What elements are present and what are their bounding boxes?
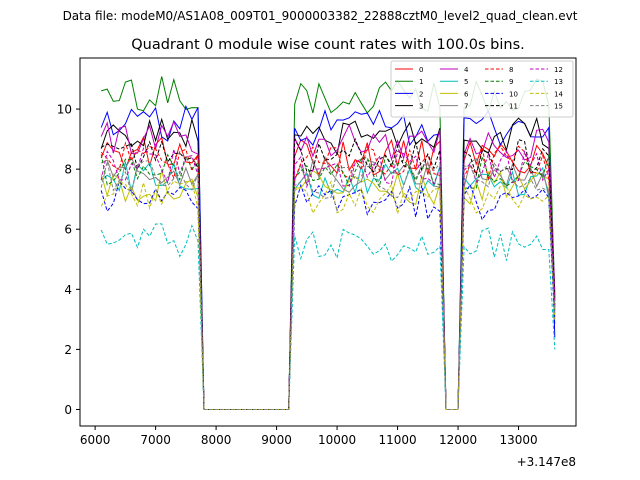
series-line-8	[100, 141, 556, 410]
x-tick-label: 9000	[261, 433, 292, 447]
legend-label-12: 12	[554, 66, 563, 74]
series-line-4	[100, 120, 556, 410]
x-tick-label: 10000	[318, 433, 356, 447]
legend-label-8: 8	[509, 66, 513, 74]
legend-label-15: 15	[554, 103, 563, 111]
series-line-10	[100, 180, 556, 410]
legend-label-11: 11	[509, 103, 518, 111]
x-tick-label: 13000	[499, 433, 537, 447]
y-tick-label: 6	[64, 223, 72, 237]
series-line-15	[100, 159, 556, 410]
x-tick-label: 11000	[378, 433, 416, 447]
plot-area-frame	[79, 57, 577, 427]
legend-label-13: 13	[554, 78, 563, 86]
legend-label-5: 5	[464, 78, 468, 86]
y-tick-label: 10	[57, 103, 72, 117]
x-tick-label: 8000	[201, 433, 232, 447]
x-tick-label: 6000	[80, 433, 111, 447]
chart-title: Quadrant 0 module wise count rates with …	[131, 37, 525, 53]
series-line-12	[100, 147, 556, 410]
legend-label-2: 2	[419, 90, 423, 98]
legend-box	[390, 60, 574, 118]
y-tick-label: 8	[64, 163, 72, 177]
x-axis: 6000 7000 8000 9000 10000 11000 12000 13000	[80, 426, 538, 447]
series-line-11	[100, 137, 556, 410]
legend-label-4: 4	[464, 66, 469, 74]
series-line-14	[100, 179, 556, 410]
legend-label-0: 0	[419, 66, 423, 74]
series-line-3	[100, 116, 556, 410]
series-line-13	[100, 223, 556, 410]
x-tick-label: 12000	[439, 433, 477, 447]
legend-label-9: 9	[509, 78, 513, 86]
y-tick-label: 2	[64, 343, 72, 357]
series-line-7	[100, 155, 556, 410]
y-tick-label: 0	[64, 403, 72, 417]
legend-label-3: 3	[419, 103, 423, 111]
legend-label-14: 14	[554, 90, 563, 98]
plot-lines	[100, 76, 556, 410]
legend-label-7: 7	[464, 103, 468, 111]
y-axis: 0 2 4 6 8 10	[57, 103, 80, 417]
series-line-9	[100, 153, 556, 410]
legend-label-6: 6	[464, 90, 469, 98]
series-line-0	[100, 135, 556, 410]
y-tick-label: 4	[64, 283, 72, 297]
series-line-2	[100, 104, 556, 410]
legend-label-1: 1	[419, 78, 423, 86]
legend-label-10: 10	[509, 90, 518, 98]
data-file-suptitle: Data file: modeM0/AS1A08_009T01_90000033…	[63, 9, 578, 23]
x-axis-offset-label: +3.147e8	[517, 455, 576, 469]
x-tick-label: 7000	[140, 433, 171, 447]
